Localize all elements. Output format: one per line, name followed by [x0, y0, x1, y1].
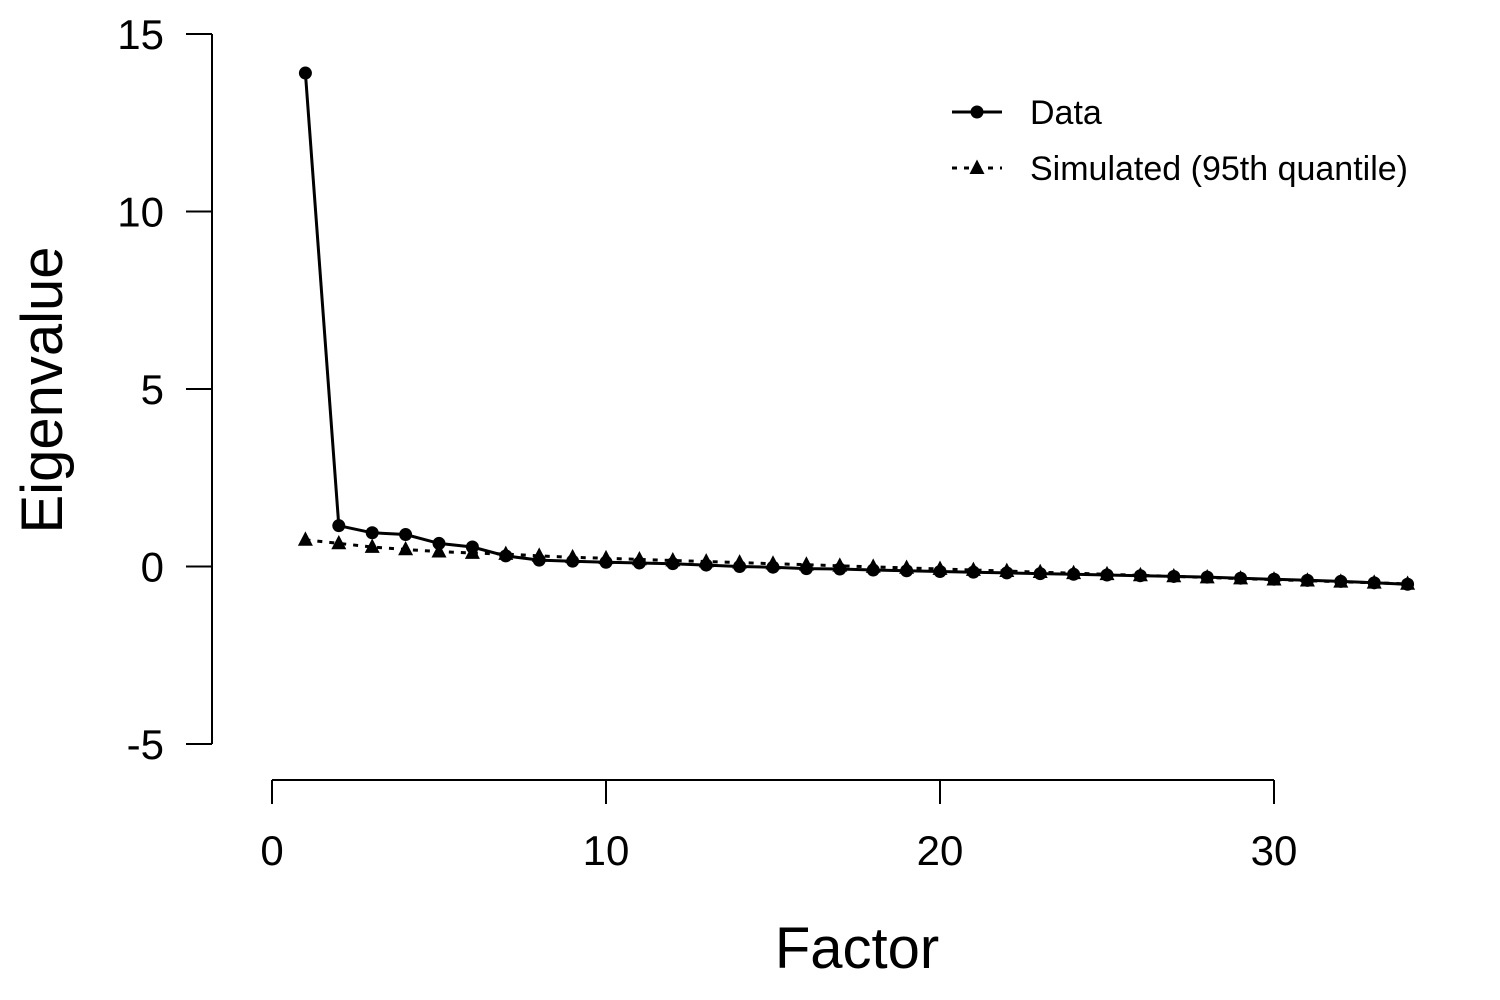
data-point: [1234, 571, 1248, 585]
data-point: [1033, 567, 1047, 581]
data-point: [332, 519, 346, 533]
data-point: [566, 554, 580, 568]
legend-marker-simulated: [969, 159, 985, 174]
data-point: [1167, 569, 1181, 583]
data-point: [833, 562, 847, 576]
data-point: [1267, 572, 1281, 586]
data-point: [465, 540, 479, 554]
legend-label-simulated: Simulated (95th quantile): [1030, 150, 1408, 188]
series-layer: [297, 66, 1416, 591]
data-point: [599, 555, 613, 569]
series-line-simulated: [305, 538, 1408, 586]
simulated-point: [364, 538, 380, 553]
data-point: [1133, 569, 1147, 583]
y-axis: -5 0 5 10 15: [117, 11, 213, 768]
x-tick-label: 20: [917, 827, 964, 874]
data-point: [499, 549, 513, 563]
simulated-point: [398, 541, 414, 556]
data-point: [1200, 570, 1214, 584]
x-tick-label: 30: [1251, 827, 1298, 874]
series-line-data: [303, 72, 1408, 586]
data-point: [799, 562, 813, 576]
data-point: [1367, 576, 1381, 590]
y-tick-label: -5: [127, 721, 164, 768]
data-point: [1000, 566, 1014, 580]
data-point: [432, 536, 446, 550]
data-point: [632, 556, 646, 570]
data-point: [399, 528, 413, 542]
data-point: [666, 557, 680, 571]
data-point: [766, 560, 780, 574]
simulated-point: [297, 531, 313, 546]
data-point: [866, 563, 880, 577]
legend-marker-data: [970, 105, 984, 119]
y-axis-title: Eigenvalue: [10, 247, 75, 534]
y-tick-label: 15: [117, 11, 164, 58]
legend-label-data: Data: [1030, 94, 1102, 132]
data-point: [1300, 573, 1314, 587]
data-point: [699, 558, 713, 572]
data-point: [1100, 568, 1114, 582]
data-point: [1067, 567, 1081, 581]
x-tick-label: 10: [583, 827, 630, 874]
x-axis-title: Factor: [775, 916, 939, 981]
y-tick-label: 0: [141, 544, 164, 591]
data-point: [298, 66, 312, 80]
data-point: [365, 526, 379, 540]
x-axis: 0 10 20 30: [260, 779, 1298, 874]
y-tick-label: 5: [141, 366, 164, 413]
data-point: [966, 565, 980, 579]
simulated-point: [331, 534, 347, 550]
data-point: [1334, 574, 1348, 588]
data-point: [532, 553, 546, 567]
x-tick-label: 0: [260, 827, 283, 874]
data-point: [733, 560, 747, 573]
y-tick-label: 10: [117, 189, 164, 236]
data-point: [1401, 577, 1415, 591]
legend: Data Simulated (95th quantile): [952, 94, 1408, 188]
data-point: [900, 564, 914, 578]
simulated-point: [431, 543, 447, 558]
data-point: [933, 564, 947, 578]
